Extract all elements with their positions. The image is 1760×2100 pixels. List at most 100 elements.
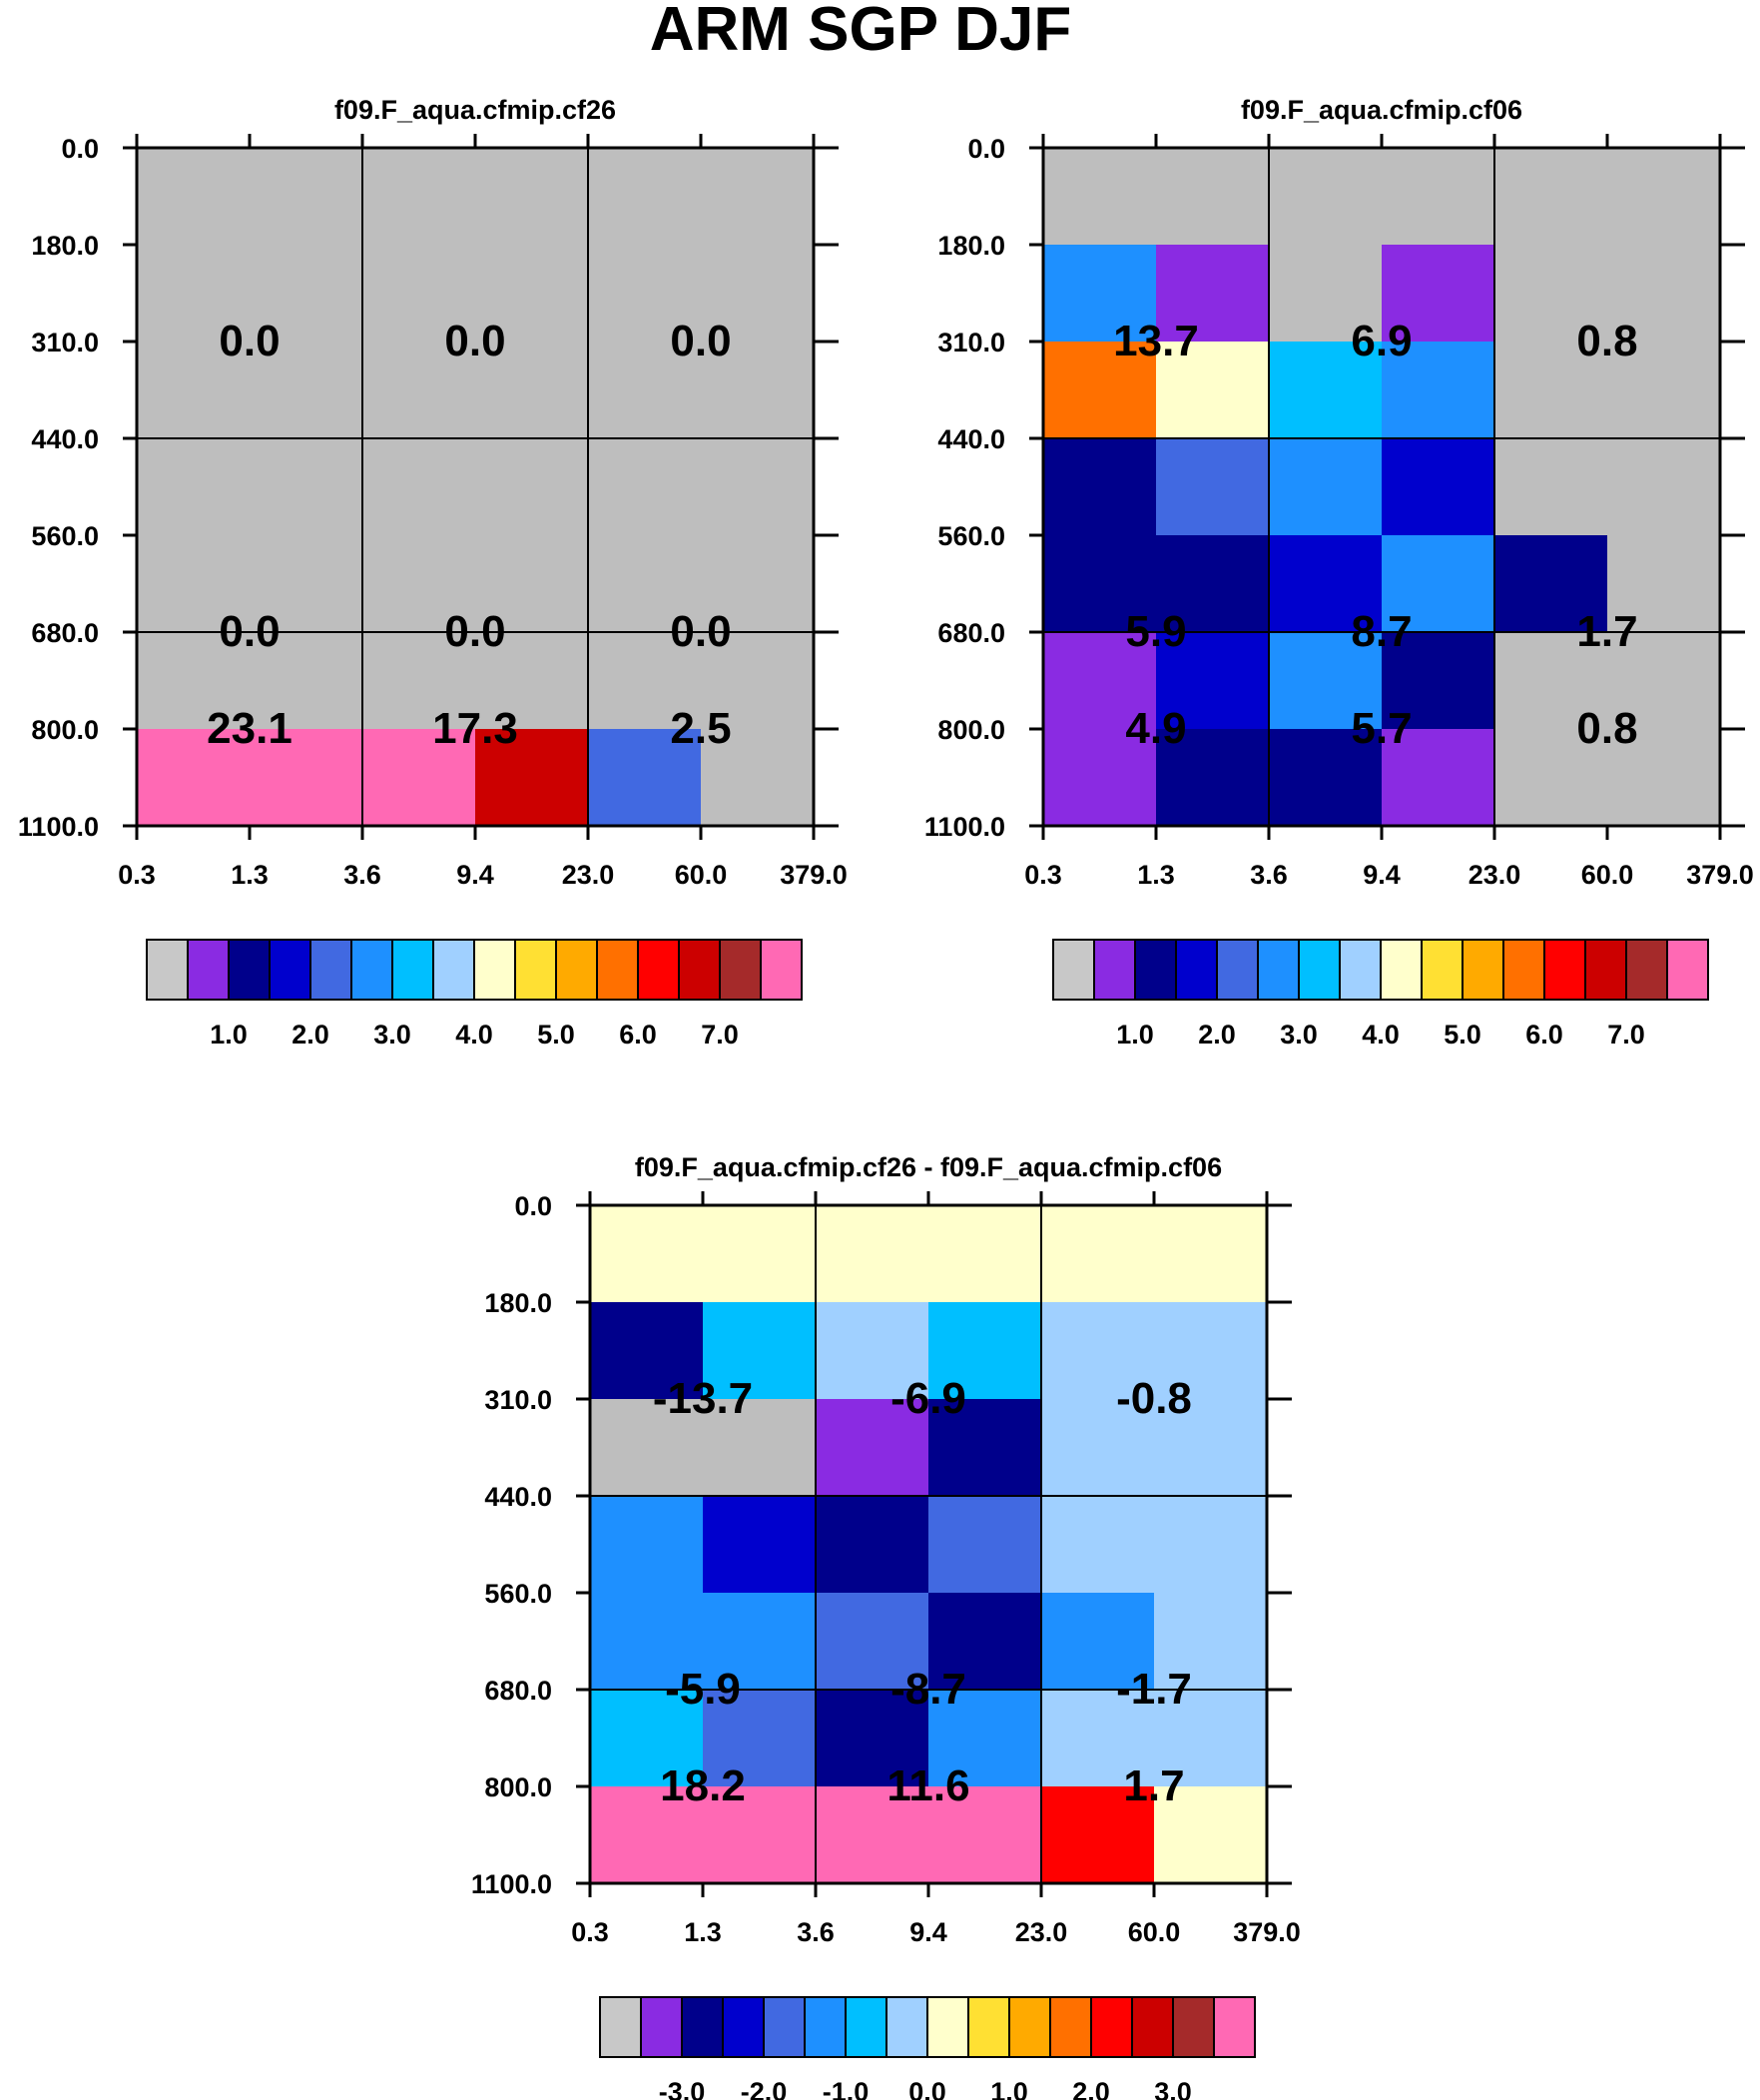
- colorbar-swatch: [1052, 939, 1095, 1001]
- panel-cf06: f09.F_aqua.cfmip.cf06 0.3 1.3 3.6 9.4 23.0 60.…: [924, 95, 1754, 1050]
- colorbar-swatch: [1462, 939, 1504, 1001]
- heatmap-cell: [1154, 1205, 1268, 1303]
- colorbar-label: 3.0: [1280, 1020, 1318, 1050]
- cell-value-label: 4.9: [1125, 704, 1186, 753]
- cell-value-label: 5.7: [1351, 704, 1412, 753]
- heatmap-cell: [1269, 632, 1383, 730]
- heatmap-cell: [137, 729, 251, 827]
- heatmap-cell: [1494, 438, 1608, 536]
- y-tick-label: 800.0: [484, 1772, 552, 1802]
- colorbar-swatch: [719, 939, 762, 1001]
- colorbar-label: 5.0: [1444, 1020, 1481, 1050]
- colorbar-swatch: [637, 939, 680, 1001]
- y-tick-label: 800.0: [937, 715, 1005, 745]
- x-tick-label: 379.0: [1686, 860, 1754, 890]
- x-tick-label: 0.3: [118, 860, 156, 890]
- heatmap-cell: [1382, 535, 1495, 633]
- y-tick-label: 310.0: [937, 328, 1005, 357]
- colorbar-swatch: [722, 1996, 765, 2058]
- colorbar-label: 3.0: [373, 1020, 411, 1050]
- colorbar-swatch: [967, 1996, 1010, 2058]
- heatmap-cell: [1382, 342, 1495, 439]
- heatmap-cell: [475, 342, 589, 439]
- colorbar-swatch: [678, 939, 721, 1001]
- cell-value-label: -6.9: [890, 1374, 966, 1423]
- heatmap-cell: [1494, 245, 1608, 343]
- heatmap-cell: [250, 245, 363, 343]
- cell-value-label: 2.5: [670, 704, 731, 753]
- colorbar-swatch: [1131, 1996, 1174, 2058]
- cell-value-label: 0.0: [670, 317, 731, 365]
- x-tick-label: 60.0: [1128, 1917, 1181, 1947]
- colorbar-swatch: [432, 939, 475, 1001]
- heatmap-cell: [1043, 535, 1157, 633]
- figure-title: ARM SGP DJF: [650, 0, 1072, 64]
- cell-value-label: -5.9: [665, 1665, 741, 1714]
- cell-value-label: -0.8: [1116, 1374, 1192, 1423]
- colorbar-swatch: [1090, 1996, 1133, 2058]
- colorbar-swatch: [1584, 939, 1627, 1001]
- heatmap-cell: [703, 1690, 817, 1787]
- heatmap-cell: [1269, 535, 1383, 633]
- heatmap-cell: [816, 1593, 929, 1691]
- colorbar-swatch: [269, 939, 311, 1001]
- heatmap-cell: [1607, 438, 1721, 536]
- heatmap-cell: [1154, 1593, 1268, 1691]
- heatmap-cell: [703, 1496, 817, 1594]
- heatmap-cell: [816, 1302, 929, 1400]
- x-tick-label: 60.0: [1581, 860, 1634, 890]
- colorbar-swatch: [681, 1996, 724, 2058]
- y-tick-label: 440.0: [31, 424, 99, 454]
- colorbar-swatch: [1380, 939, 1423, 1001]
- heatmap-cell: [1269, 148, 1383, 246]
- heatmap-cell: [1041, 1786, 1155, 1884]
- heatmap-cell: [362, 729, 476, 827]
- heatmap-cell: [1041, 1496, 1155, 1594]
- x-tick-label: 0.3: [1024, 860, 1062, 890]
- x-tick-label: 3.6: [797, 1917, 835, 1947]
- heatmap-cell: [137, 438, 251, 536]
- y-tick-label: 1100.0: [471, 1869, 552, 1899]
- heatmap-cell: [588, 535, 702, 633]
- heatmap-cell: [1156, 438, 1270, 536]
- y-tick-label: 560.0: [484, 1579, 552, 1609]
- colorbar-swatch: [146, 939, 189, 1001]
- cell-value-label: 13.7: [1113, 317, 1199, 365]
- colorbar-swatch: [391, 939, 434, 1001]
- heatmap-cell: [928, 1593, 1042, 1691]
- heatmap-cell: [701, 729, 815, 827]
- cell-value-label: -8.7: [890, 1665, 966, 1714]
- heatmap-cell: [1043, 632, 1157, 730]
- heatmap-cell: [928, 1690, 1042, 1787]
- colorbar-swatch: [555, 939, 598, 1001]
- colorbar-swatch: [1257, 939, 1300, 1001]
- heatmap-cell: [362, 342, 476, 439]
- cell-value-label: 0.0: [219, 607, 280, 656]
- heatmap-cell: [703, 1786, 817, 1884]
- heatmap-cell: [1382, 245, 1495, 343]
- heatmap-cell: [588, 342, 702, 439]
- panel-title: f09.F_aqua.cfmip.cf06: [1241, 95, 1522, 125]
- heatmap-cell: [816, 1205, 929, 1303]
- heatmap-cell: [475, 438, 589, 536]
- cell-value-label: 1.7: [1576, 607, 1637, 656]
- colorbar-swatch: [760, 939, 803, 1001]
- colorbar-swatch: [1049, 1996, 1092, 2058]
- colorbar-label: 2.0: [292, 1020, 329, 1050]
- heatmap-cell: [1607, 148, 1721, 246]
- heatmap-cell: [1269, 729, 1383, 827]
- colorbar-swatch: [473, 939, 516, 1001]
- heatmap-cell: [701, 342, 815, 439]
- colorbar-label: 2.0: [1072, 2077, 1110, 2100]
- heatmap-cell: [1382, 148, 1495, 246]
- y-tick-label: 0.0: [514, 1191, 552, 1221]
- heatmap-cell: [701, 438, 815, 536]
- heatmap-cell: [362, 438, 476, 536]
- heatmap-cell: [703, 1593, 817, 1691]
- cell-value-label: 23.1: [207, 704, 293, 753]
- heatmap-cell: [1269, 342, 1383, 439]
- colorbar-swatch: [1543, 939, 1586, 1001]
- heatmap-cell: [1382, 729, 1495, 827]
- colorbar-swatch: [885, 1996, 928, 2058]
- heatmap-cell: [1043, 729, 1157, 827]
